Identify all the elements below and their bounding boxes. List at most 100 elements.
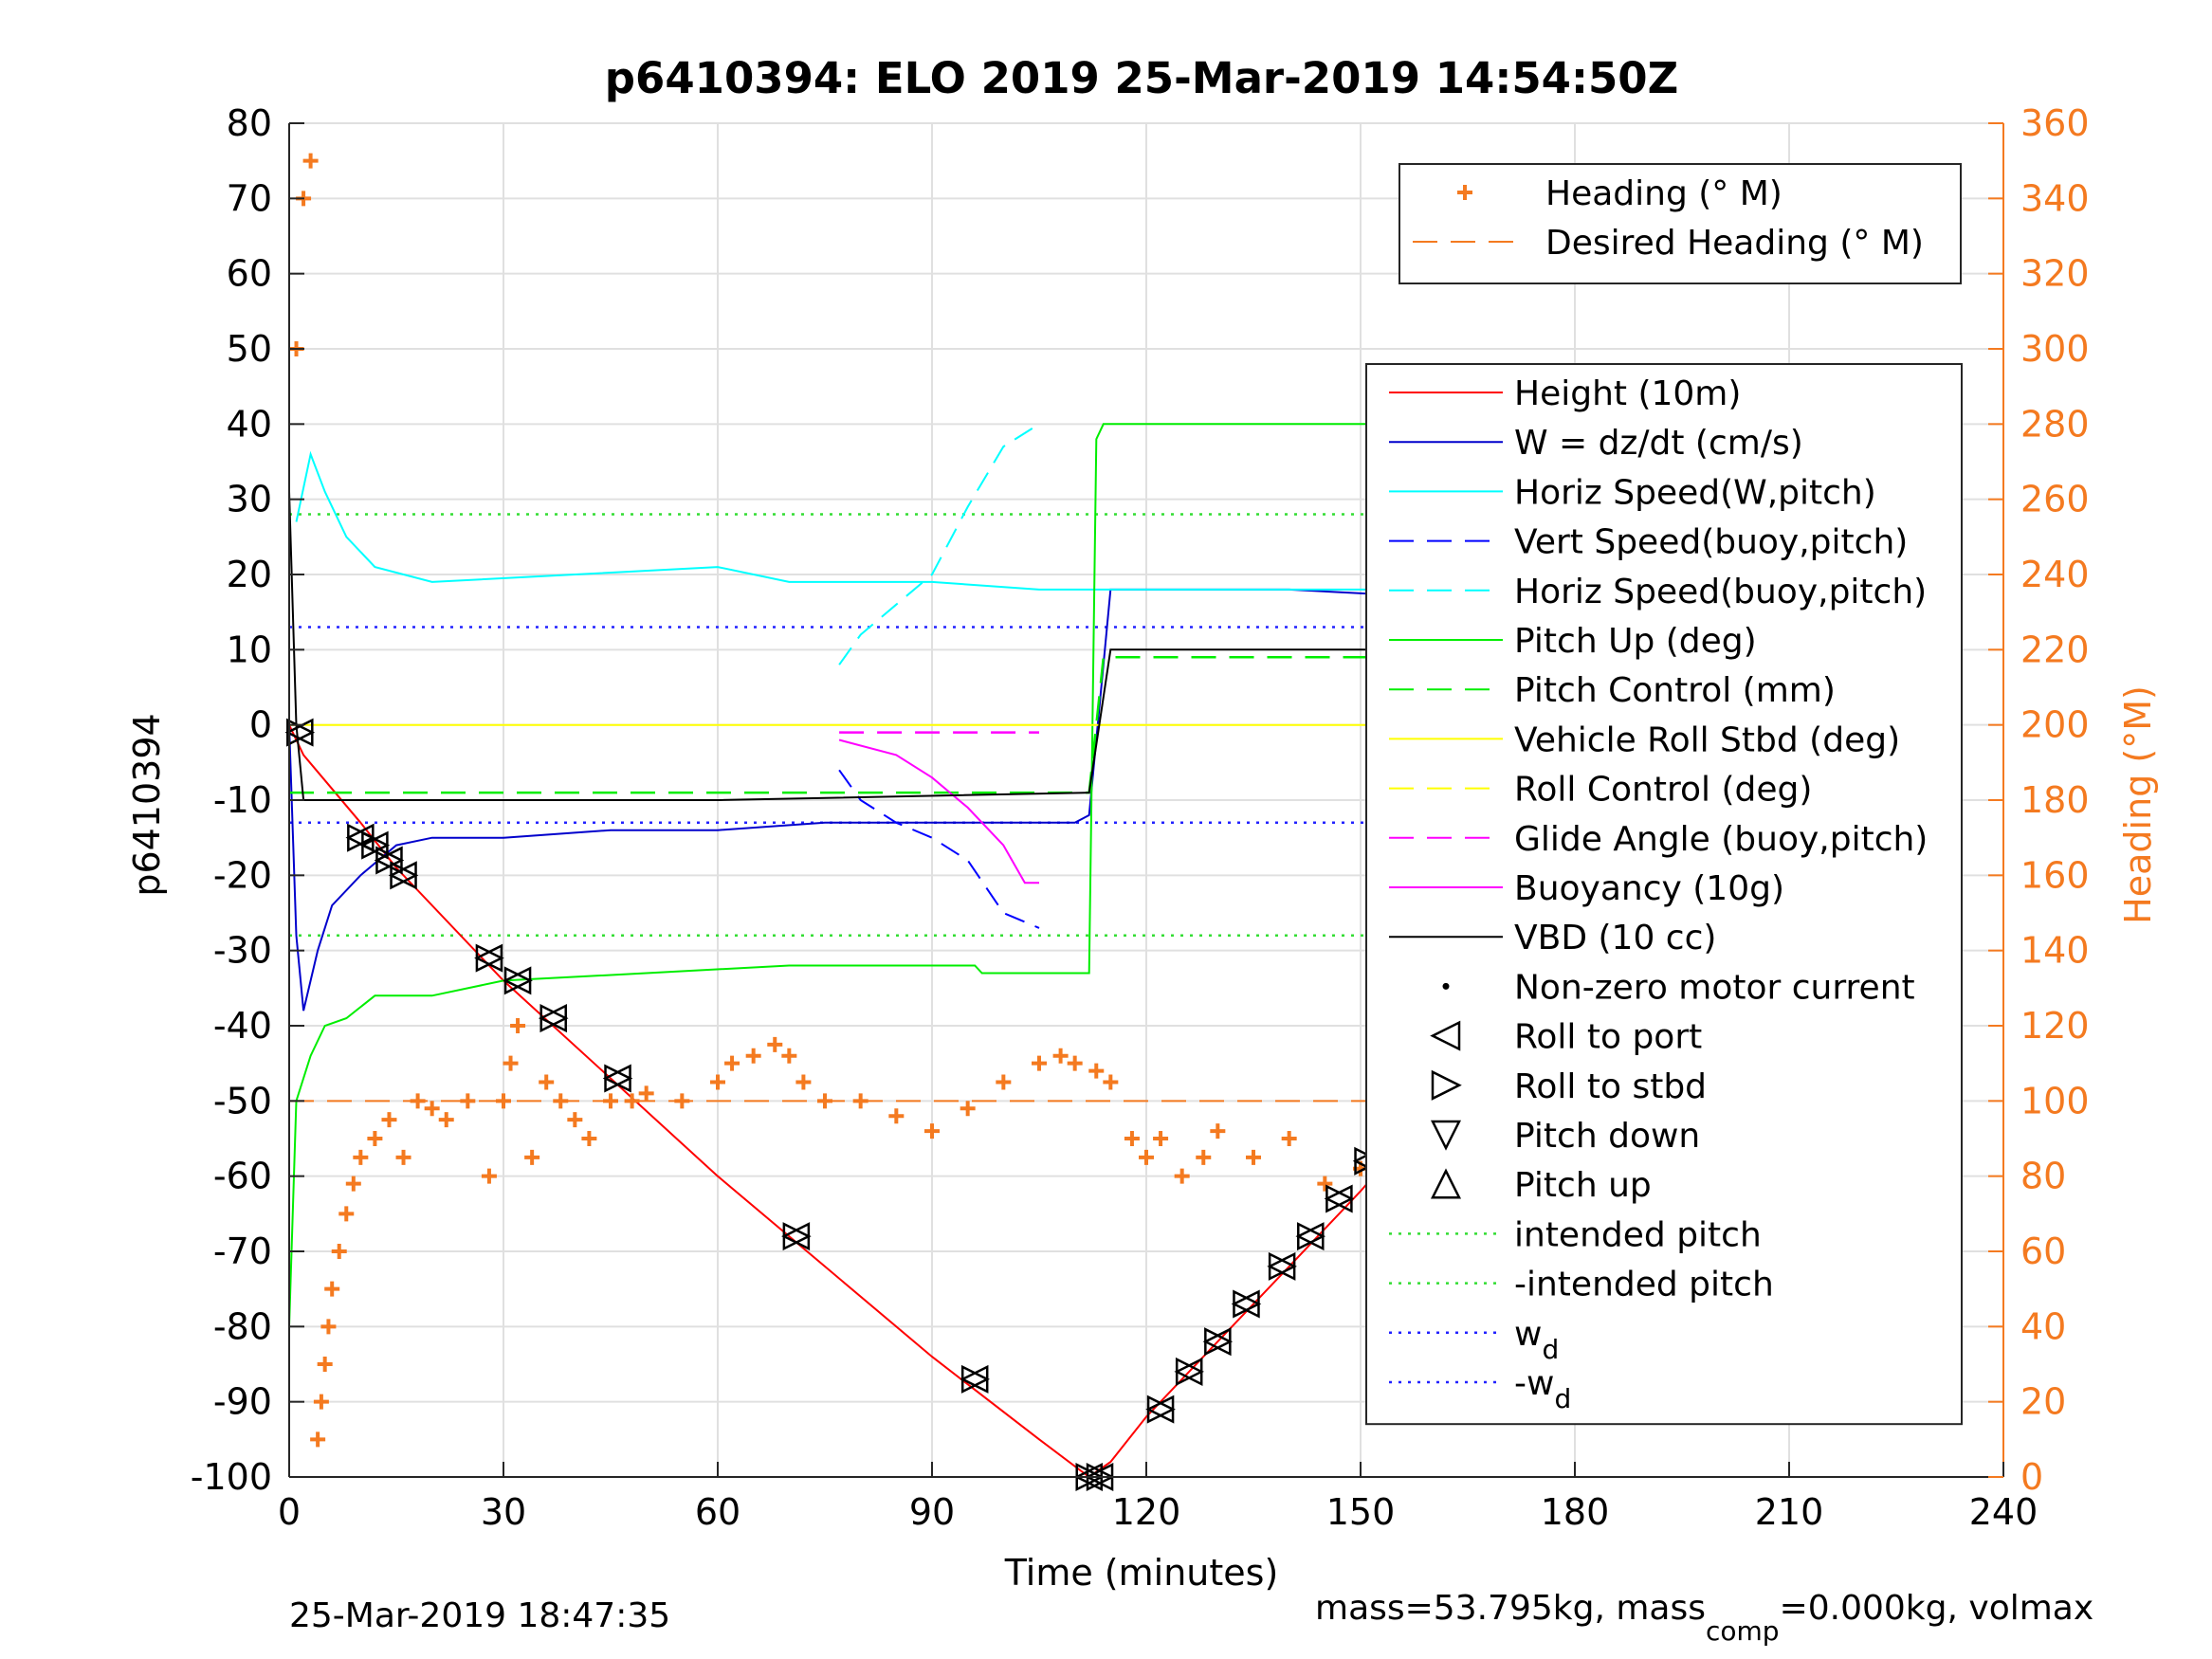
y2-tick-label: 340	[2020, 177, 2090, 219]
x-tick-label: 150	[1326, 1491, 1396, 1533]
roll-marker	[1233, 1289, 1262, 1319]
heading-point	[424, 1101, 440, 1117]
y-tick-label: 60	[227, 253, 272, 295]
legend-label: Pitch up	[1514, 1166, 1652, 1205]
y-tick-label: 0	[249, 704, 272, 746]
roll-marker	[503, 966, 533, 995]
heading-point	[395, 1149, 411, 1165]
y2-tick-label: 280	[2020, 403, 2090, 445]
heading-point	[852, 1093, 868, 1109]
y-tick-label: -20	[213, 854, 272, 896]
heading-point	[603, 1093, 618, 1109]
heading-point	[1281, 1131, 1297, 1146]
roll-marker	[347, 823, 376, 852]
chart-title: p6410394: ELO 2019 25-Mar-2019 14:54:50Z	[605, 53, 1678, 103]
roll-marker	[1204, 1327, 1234, 1357]
heading-point	[996, 1074, 1012, 1090]
legend-main: Height (10m) W = dz/dt (cm/s) Horiz Speed(…	[1365, 363, 1963, 1426]
heading-point	[317, 1357, 333, 1372]
roll-marker	[390, 861, 419, 890]
roll-marker	[1325, 1184, 1355, 1213]
roll-marker	[1297, 1222, 1326, 1251]
y-tick-label: -100	[191, 1456, 272, 1498]
heading-point	[767, 1036, 783, 1052]
x-tick-label: 210	[1755, 1491, 1824, 1533]
roll-marker	[475, 943, 504, 973]
legend-label: Vehicle Roll Stbd (deg)	[1514, 720, 1900, 759]
heading-point	[1210, 1123, 1226, 1139]
x-tick-label: 120	[1112, 1491, 1181, 1533]
heading-point	[510, 1018, 526, 1033]
heading-point	[524, 1149, 540, 1165]
y2-tick-label: 160	[2020, 854, 2090, 896]
y-tick-label: 30	[227, 479, 272, 520]
y-tick-label: -70	[213, 1231, 272, 1272]
heading-point	[1103, 1074, 1119, 1090]
heading-point	[638, 1085, 654, 1102]
heading-point	[1139, 1149, 1154, 1165]
heading-point	[313, 1394, 329, 1410]
legend-label: VBD (10 cc)	[1514, 919, 1716, 957]
heading-point	[1317, 1176, 1333, 1192]
x-axis-label: Time (minutes)	[1004, 1552, 1279, 1594]
heading-point	[1124, 1131, 1140, 1146]
roll-marker	[286, 718, 316, 747]
heading-point	[460, 1093, 476, 1109]
roll-marker	[1175, 1357, 1204, 1386]
heading-point	[438, 1112, 454, 1128]
axes: 0 30 60 90 120 150 180 210 24080706050403020100-…	[191, 102, 2090, 1533]
y2-tick-label: 20	[2020, 1381, 2066, 1423]
heading-point	[724, 1055, 740, 1071]
legend-label: -intended pitch	[1514, 1266, 1774, 1304]
y-axis-label: p6410394	[126, 713, 168, 896]
footer-mass-suffix: =0.000kg, volmax	[1780, 1589, 2094, 1628]
heading-point	[496, 1093, 511, 1109]
series-line	[838, 738, 1039, 884]
y2-tick-label: 60	[2020, 1231, 2066, 1272]
legend-swatch	[1430, 1168, 1462, 1199]
y2-tick-label: 140	[2020, 930, 2090, 972]
heading-point	[481, 1168, 497, 1184]
heading-point	[1088, 1063, 1105, 1079]
heading-point	[795, 1074, 812, 1090]
y2-tick-label: 100	[2020, 1080, 2090, 1121]
heading-point	[781, 1048, 797, 1064]
heading-point	[410, 1093, 426, 1109]
legend-label: Pitch Up (deg)	[1514, 622, 1757, 661]
legend-label: Buoyancy (10g)	[1514, 869, 1784, 908]
y2-tick-label: 200	[2020, 704, 2090, 746]
legend-label: Roll Control (deg)	[1514, 771, 1812, 810]
legend-label: Horiz Speed(buoy,pitch)	[1514, 573, 1927, 611]
legend-box	[1398, 163, 1962, 284]
heading-point	[331, 1244, 347, 1259]
heading-point	[1032, 1055, 1047, 1071]
legend-label: -wd	[1514, 1364, 1571, 1414]
legend-label: Non-zero motor current	[1514, 968, 1915, 1007]
y-tick-label: 40	[227, 403, 272, 445]
heading-point	[302, 153, 319, 169]
y-tick-label: -90	[213, 1381, 272, 1423]
legend-swatch	[1430, 1120, 1462, 1151]
heading-point	[1153, 1131, 1169, 1146]
y2-axis-label: Heading (°M)	[2117, 685, 2159, 924]
heading-point	[710, 1074, 725, 1090]
y2-tick-label: 180	[2020, 779, 2090, 821]
x-tick-label: 240	[1969, 1491, 2038, 1533]
legend-label: Roll to port	[1514, 1018, 1702, 1057]
y2-tick-label: 220	[2020, 629, 2090, 670]
footer-mass-prefix: mass=53.795kg, mass	[1315, 1589, 1706, 1628]
series-line	[289, 656, 1861, 794]
heading-point	[353, 1149, 369, 1165]
y2-tick-label: 300	[2020, 328, 2090, 370]
x-tick-label: 60	[695, 1491, 740, 1533]
x-tick-label: 30	[481, 1491, 526, 1533]
y-tick-label: 80	[227, 102, 272, 144]
y-tick-label: -10	[213, 779, 272, 821]
roll-marker	[1146, 1395, 1176, 1424]
legend-swatch	[1457, 185, 1472, 200]
heading-point	[324, 1281, 340, 1297]
legend-label: Glide Angle (buoy,pitch)	[1514, 820, 1928, 859]
roll-marker	[1268, 1251, 1297, 1281]
heading-point	[745, 1048, 761, 1064]
legend-label: Pitch down	[1514, 1117, 1700, 1156]
